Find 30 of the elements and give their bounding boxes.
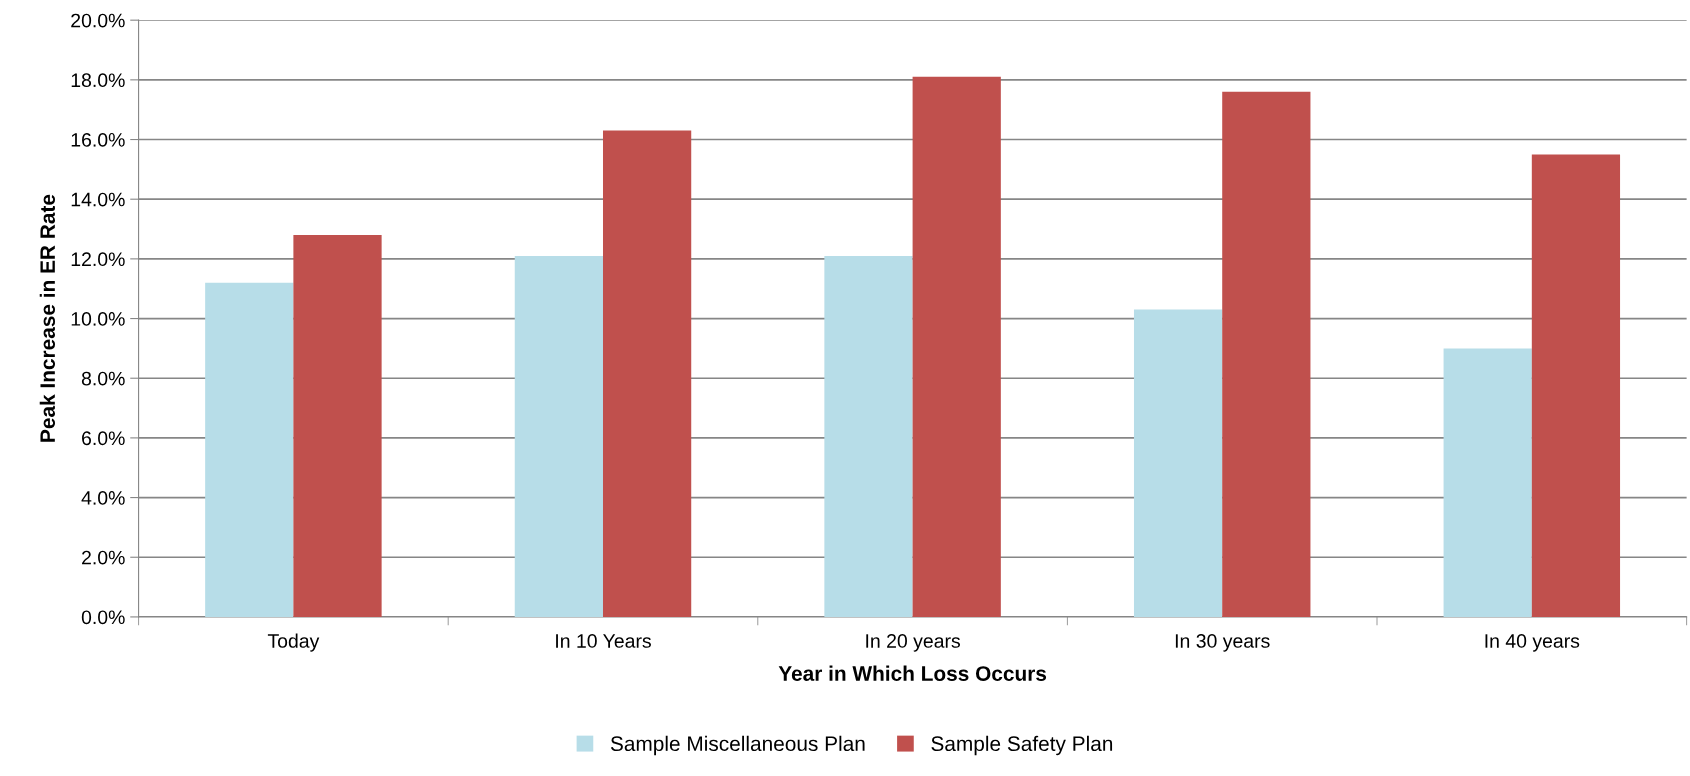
- y-tick-label: 16.0%: [71, 132, 125, 147]
- bar: [912, 76, 1001, 617]
- bar: [1443, 348, 1532, 617]
- y-tick-label: 8.0%: [81, 371, 125, 386]
- legend-label: Sample Miscellaneous Plan: [610, 735, 865, 756]
- y-tick-label: 20.0%: [71, 13, 125, 28]
- bar: [824, 255, 913, 617]
- y-tick-label: 0.0%: [81, 610, 125, 625]
- y-tick-label: 6.0%: [82, 431, 125, 446]
- legend-label: Sample Safety Plan: [931, 735, 1113, 756]
- y-tick-label: 4.0%: [81, 491, 125, 505]
- bar: [1133, 309, 1223, 617]
- bar: [205, 282, 294, 617]
- y-tick-label: 12.0%: [71, 252, 125, 267]
- bar: [1222, 91, 1311, 617]
- bar: [1531, 154, 1621, 617]
- x-tick-label: Today: [267, 633, 320, 652]
- x-tick-label: In 20 years: [866, 634, 960, 652]
- x-tick-label: In 10 Years: [556, 634, 651, 648]
- x-tick-label: In 40 years: [1485, 634, 1580, 652]
- y-tick-label: 14.0%: [71, 192, 125, 207]
- x-axis-title: Year in Which Loss Occurs: [778, 665, 1047, 681]
- y-axis-title: Peak Increase in ER Rate: [39, 194, 56, 442]
- y-tick-label: 18.0%: [71, 73, 125, 88]
- bar: [293, 235, 382, 617]
- y-tick-label: 10.0%: [71, 312, 125, 326]
- x-tick-label: In 30 years: [1175, 634, 1270, 652]
- bar: [514, 255, 603, 617]
- y-tick-label: 2.0%: [82, 550, 125, 565]
- bar: [602, 130, 692, 617]
